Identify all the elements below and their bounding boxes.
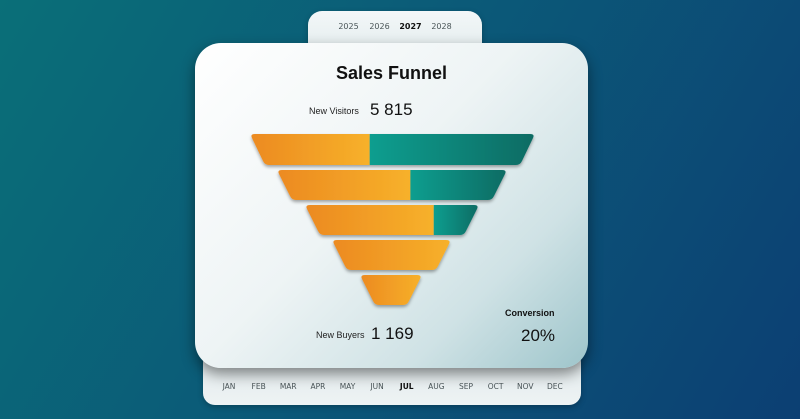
month-nov[interactable]: NOV bbox=[516, 381, 534, 391]
sales-funnel-card: Sales Funnel New Visitors 5 815 New Buye… bbox=[195, 43, 588, 368]
funnel-stage-1 bbox=[251, 134, 534, 165]
funnel-stage-3 bbox=[306, 205, 478, 235]
funnel-stage-5 bbox=[361, 275, 421, 305]
funnel-stage-1-remainder bbox=[369, 134, 534, 165]
funnel-stage-2 bbox=[278, 170, 506, 200]
month-sep[interactable]: SEP bbox=[458, 381, 474, 391]
month-dec[interactable]: DEC bbox=[546, 381, 563, 391]
funnel-stage-1-filled bbox=[251, 134, 370, 165]
new-visitors-value: 5 815 bbox=[370, 100, 413, 119]
funnel-stage-3-filled bbox=[306, 205, 434, 235]
funnel-stage-2-filled bbox=[278, 170, 411, 200]
year-2027[interactable]: 2027 bbox=[399, 21, 422, 31]
conversion-value: 20% bbox=[521, 326, 556, 345]
year-row: 2025 2026 2027 2028 bbox=[308, 11, 482, 41]
funnel-stage-5-filled bbox=[361, 275, 421, 305]
month-aug[interactable]: AUG bbox=[428, 381, 445, 391]
month-jan[interactable]: JAN bbox=[222, 381, 236, 391]
month-jul[interactable]: JUL bbox=[399, 381, 414, 391]
month-feb[interactable]: FEB bbox=[251, 381, 266, 391]
month-oct[interactable]: OCT bbox=[487, 381, 504, 391]
card-title: Sales Funnel bbox=[335, 63, 448, 83]
funnel-stage-4 bbox=[333, 240, 450, 270]
month-jun[interactable]: JUN bbox=[370, 381, 384, 391]
new-buyers-value: 1 169 bbox=[371, 324, 414, 343]
funnel-graphic bbox=[251, 134, 534, 305]
month-apr[interactable]: APR bbox=[310, 381, 326, 391]
funnel-stage-2-remainder bbox=[410, 170, 506, 200]
year-2025[interactable]: 2025 bbox=[338, 21, 359, 31]
funnel-stage-4-filled bbox=[333, 240, 450, 270]
year-2026[interactable]: 2026 bbox=[369, 21, 390, 31]
month-mar[interactable]: MAR bbox=[279, 381, 297, 391]
month-may[interactable]: MAY bbox=[339, 381, 356, 391]
new-visitors-label: New Visitors bbox=[309, 106, 359, 116]
year-2028[interactable]: 2028 bbox=[431, 21, 452, 31]
new-buyers-label: New Buyers bbox=[316, 330, 365, 340]
month-row: JAN FEB MAR APR MAY JUN JUL AUG SEP OCT … bbox=[217, 377, 567, 395]
conversion-label: Conversion bbox=[505, 308, 555, 318]
funnel-stage-3-remainder bbox=[433, 205, 478, 235]
